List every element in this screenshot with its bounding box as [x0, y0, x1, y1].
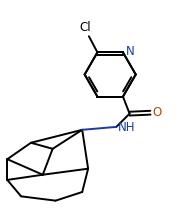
Text: N: N [126, 45, 135, 58]
Text: NH: NH [118, 121, 136, 134]
Text: Cl: Cl [79, 21, 91, 34]
Text: O: O [152, 106, 161, 119]
